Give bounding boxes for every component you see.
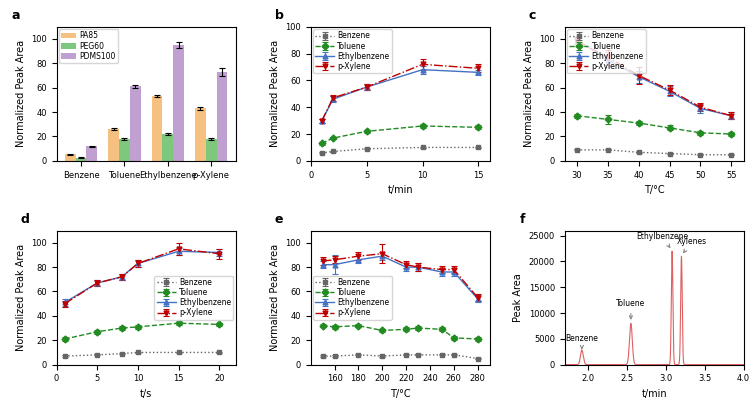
Bar — [173, 45, 184, 161]
Text: b: b — [275, 9, 284, 22]
X-axis label: t/s: t/s — [140, 389, 153, 399]
Y-axis label: Normalized Peak Area: Normalized Peak Area — [524, 40, 534, 147]
Legend: Benzene, Toluene, Ethylbenzene, p-Xylene: Benzene, Toluene, Ethylbenzene, p-Xylene — [154, 276, 233, 320]
Legend: Benzene, Toluene, Ethylbenzene, p-Xylene: Benzene, Toluene, Ethylbenzene, p-Xylene — [313, 29, 392, 73]
Bar — [76, 158, 86, 161]
Legend: Benzene, Toluene, Ethylbenzene, p-Xylene: Benzene, Toluene, Ethylbenzene, p-Xylene — [567, 29, 646, 73]
Y-axis label: Normalized Peak Area: Normalized Peak Area — [270, 40, 279, 147]
X-axis label: t/min: t/min — [642, 389, 667, 399]
Legend: PA85, PEG60, PDMS100: PA85, PEG60, PDMS100 — [59, 29, 119, 63]
X-axis label: T/°C: T/°C — [390, 389, 411, 399]
Text: a: a — [12, 9, 20, 22]
Text: Toluene: Toluene — [616, 299, 646, 319]
Text: f: f — [520, 213, 525, 225]
Bar — [152, 96, 162, 161]
Bar — [86, 146, 97, 161]
Bar — [65, 154, 76, 161]
Legend: Benzene, Toluene, Ethylbenzene, p-Xylene: Benzene, Toluene, Ethylbenzene, p-Xylene — [313, 276, 392, 320]
Text: d: d — [21, 213, 29, 225]
Bar — [130, 87, 140, 161]
Bar — [162, 134, 173, 161]
Text: c: c — [529, 9, 536, 22]
Text: e: e — [275, 213, 283, 225]
Bar — [108, 129, 119, 161]
Bar — [119, 139, 130, 161]
Bar — [195, 108, 205, 161]
Y-axis label: Normalized Peak Area: Normalized Peak Area — [270, 244, 279, 351]
Text: Benzene: Benzene — [565, 334, 598, 349]
Text: Xylenes: Xylenes — [676, 237, 707, 253]
Y-axis label: Normalized Peak Area: Normalized Peak Area — [16, 40, 26, 147]
Text: Ethylbenzene: Ethylbenzene — [636, 232, 688, 247]
Bar — [217, 72, 227, 161]
X-axis label: T/°C: T/°C — [644, 185, 664, 195]
Y-axis label: Normalized Peak Area: Normalized Peak Area — [16, 244, 26, 351]
Y-axis label: Peak Area: Peak Area — [513, 273, 523, 322]
X-axis label: t/min: t/min — [387, 185, 413, 195]
Bar — [205, 139, 217, 161]
